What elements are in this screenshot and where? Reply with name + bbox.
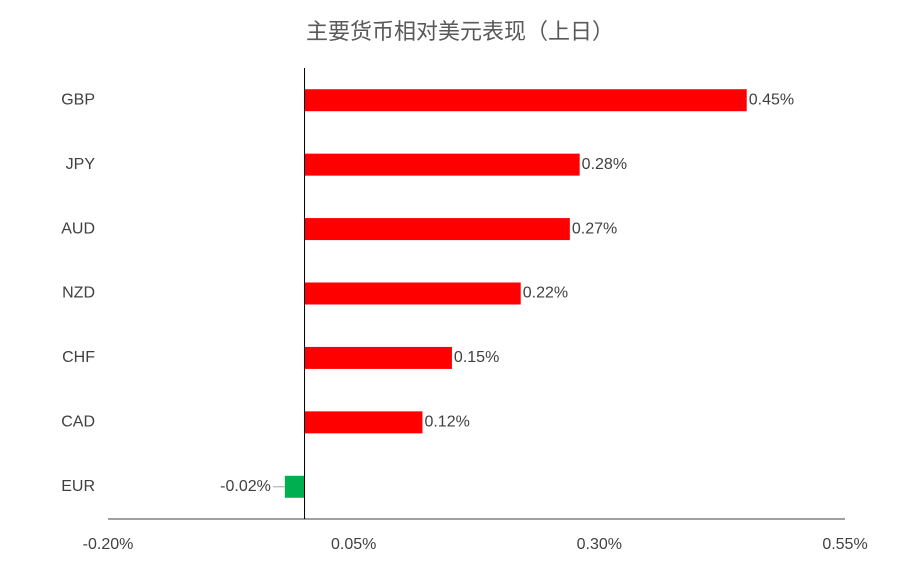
value-label: 0.28% bbox=[582, 156, 627, 173]
bar bbox=[284, 475, 305, 498]
x-tick-label: 0.55% bbox=[822, 536, 867, 553]
y-tick-label: AUD bbox=[61, 220, 95, 237]
value-label: 0.12% bbox=[424, 414, 469, 431]
y-tick-label: EUR bbox=[61, 478, 95, 495]
bar bbox=[304, 153, 580, 176]
value-label: 0.45% bbox=[749, 91, 794, 108]
value-label: 0.27% bbox=[572, 220, 617, 237]
value-label: -0.02% bbox=[220, 478, 271, 495]
bar bbox=[304, 218, 570, 241]
chart-title: 主要货币相对美元表现（上日） bbox=[306, 19, 614, 44]
bar bbox=[304, 346, 452, 369]
bar bbox=[304, 411, 423, 434]
value-label: 0.22% bbox=[523, 285, 568, 302]
y-tick-label: GBP bbox=[61, 91, 95, 108]
value-label: 0.15% bbox=[454, 349, 499, 366]
x-tick-label: -0.20% bbox=[83, 536, 134, 553]
x-tick-label: 0.05% bbox=[331, 536, 376, 553]
y-tick-label: CAD bbox=[61, 414, 95, 431]
x-tick-label: 0.30% bbox=[577, 536, 622, 553]
y-tick-label: JPY bbox=[66, 156, 96, 173]
y-tick-label: NZD bbox=[62, 285, 95, 302]
bar bbox=[304, 89, 747, 112]
bar bbox=[304, 282, 521, 305]
y-tick-label: CHF bbox=[62, 349, 95, 366]
